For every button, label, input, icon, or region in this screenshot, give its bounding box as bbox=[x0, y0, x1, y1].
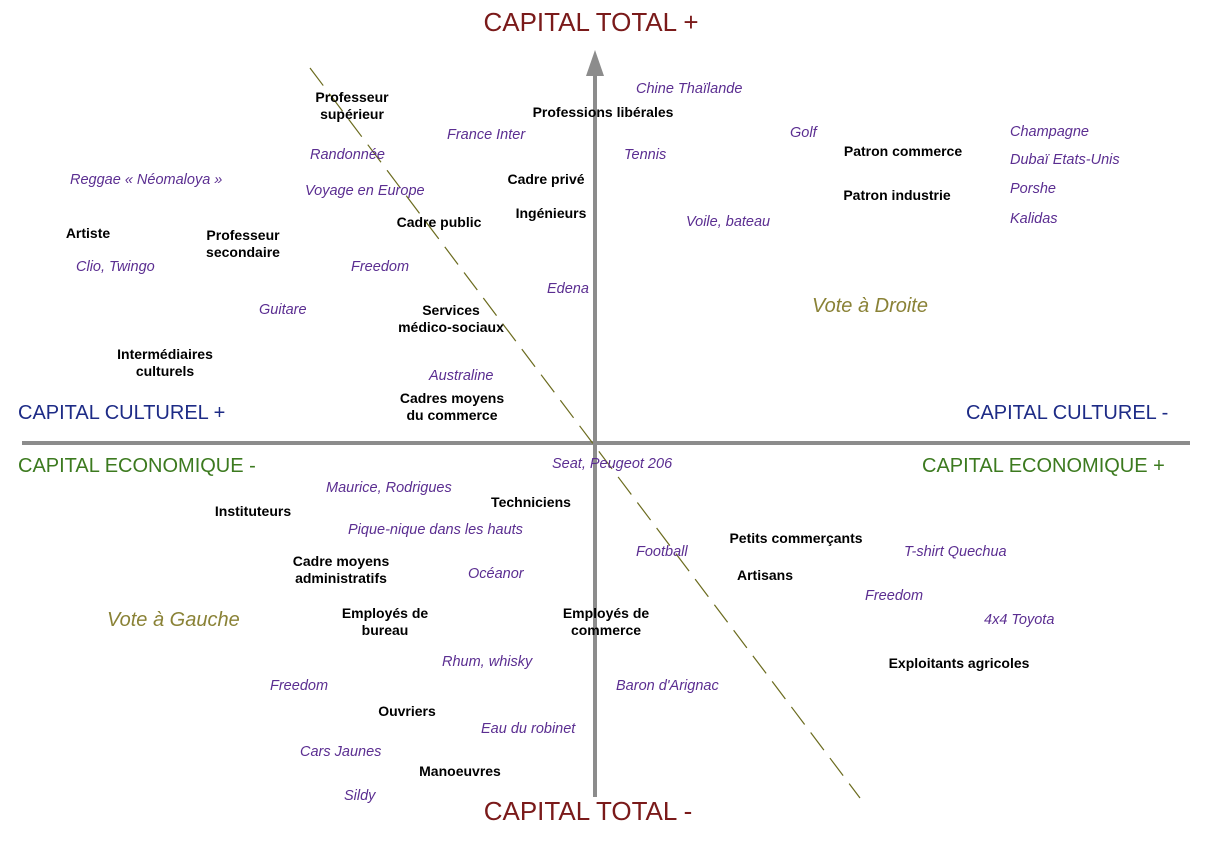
occupation-label: Artiste bbox=[65, 225, 111, 241]
taste-label: Chine Thaïlande bbox=[636, 81, 743, 97]
taste-label: Randonnée bbox=[310, 147, 385, 163]
taste-label: Seat, Peugeot 206 bbox=[552, 456, 673, 472]
occupation-label: Cadres moyens du commerce bbox=[399, 390, 505, 423]
taste-label: Kalidas bbox=[1010, 211, 1058, 227]
vote-divide-dashed-line bbox=[309, 67, 861, 799]
occupation-label: Intermédiaires culturels bbox=[117, 346, 213, 379]
taste-label: Freedom bbox=[865, 588, 924, 604]
taste-label: Maurice, Rodrigues bbox=[326, 480, 452, 496]
occupation-label: Ingénieurs bbox=[515, 205, 587, 221]
vertical-axis-arrowhead bbox=[586, 50, 604, 76]
occupation-label: Techniciens bbox=[491, 494, 571, 510]
taste-label: Golf bbox=[790, 125, 817, 141]
occupation-label: Cadre moyens administratifs bbox=[292, 553, 390, 586]
taste-label: Champagne bbox=[1010, 124, 1089, 140]
occupation-label: Services médico-sociaux bbox=[398, 302, 504, 335]
taste-label: Cars Jaunes bbox=[300, 744, 382, 760]
taste-label: Sildy bbox=[344, 788, 376, 804]
taste-label: Baron d'Arignac bbox=[616, 678, 719, 694]
taste-label: Reggae « Néomaloya » bbox=[70, 172, 223, 188]
taste-label: Voyage en Europe bbox=[305, 183, 425, 199]
taste-label: 4x4 Toyota bbox=[984, 612, 1055, 628]
occupation-label: Petits commerçants bbox=[729, 530, 863, 546]
taste-label: Tennis bbox=[624, 147, 667, 163]
axis-label-capital-economique-minus: CAPITAL ECONOMIQUE - bbox=[18, 455, 256, 477]
taste-label: Porshe bbox=[1010, 181, 1056, 197]
vote-droite-label: Vote à Droite bbox=[812, 295, 928, 317]
occupation-label: Patron industrie bbox=[843, 187, 951, 203]
taste-label: Océanor bbox=[468, 566, 524, 582]
occupation-label: Artisans bbox=[736, 567, 794, 583]
occupation-label: Ouvriers bbox=[378, 703, 436, 719]
taste-label: Dubaï Etats-Unis bbox=[1010, 152, 1120, 168]
occupation-label: Patron commerce bbox=[843, 143, 963, 159]
taste-label: Football bbox=[636, 544, 688, 560]
taste-label: Freedom bbox=[270, 678, 329, 694]
axis-label-capital-economique-plus: CAPITAL ECONOMIQUE + bbox=[922, 455, 1165, 477]
occupation-label: Professeur supérieur bbox=[315, 89, 389, 122]
taste-label: Eau du robinet bbox=[481, 721, 576, 737]
axis-label-capital-culturel-plus: CAPITAL CULTUREL + bbox=[18, 402, 226, 424]
taste-label: Australine bbox=[429, 368, 494, 384]
occupation-label: Professions libérales bbox=[532, 104, 674, 120]
axis-label-capital-culturel-minus: CAPITAL CULTUREL - bbox=[966, 402, 1169, 424]
occupation-label: Instituteurs bbox=[214, 503, 292, 519]
occupation-label: Employés de commerce bbox=[562, 605, 650, 638]
taste-label: Edena bbox=[547, 281, 589, 297]
taste-label: France Inter bbox=[447, 127, 526, 143]
occupation-label: Exploitants agricoles bbox=[888, 655, 1030, 671]
occupation-label: Professeur secondaire bbox=[206, 227, 280, 260]
taste-label: Guitare bbox=[259, 302, 307, 318]
taste-label: Voile, bateau bbox=[686, 214, 771, 230]
axis-label-capital-total-minus: CAPITAL TOTAL - bbox=[483, 796, 693, 826]
taste-label: Clio, Twingo bbox=[76, 259, 155, 275]
taste-label: Freedom bbox=[351, 259, 410, 275]
occupation-label: Manoeuvres bbox=[419, 763, 501, 779]
taste-label: Pique-nique dans les hauts bbox=[348, 522, 523, 538]
taste-label: Rhum, whisky bbox=[442, 654, 533, 670]
taste-label: T-shirt Quechua bbox=[904, 544, 1007, 560]
occupation-label: Cadre privé bbox=[507, 171, 585, 187]
axis-label-capital-total-plus: CAPITAL TOTAL + bbox=[483, 7, 699, 37]
vote-gauche-label: Vote à Gauche bbox=[107, 609, 240, 631]
occupation-label: Cadre public bbox=[396, 214, 482, 230]
occupation-label: Employés de bureau bbox=[341, 605, 429, 638]
